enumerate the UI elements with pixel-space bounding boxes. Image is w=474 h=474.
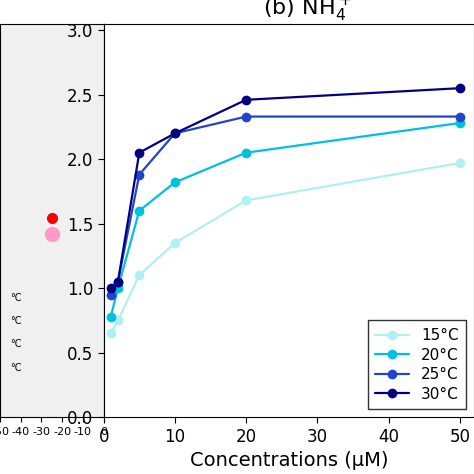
20°C	[115, 285, 121, 291]
25°C	[172, 130, 178, 136]
30°C	[115, 279, 121, 284]
20°C	[243, 150, 249, 155]
Text: °C: °C	[10, 316, 22, 326]
20°C	[108, 314, 114, 319]
15°C	[137, 273, 142, 278]
Legend: 15°C, 20°C, 25°C, 30°C: 15°C, 20°C, 25°C, 30°C	[367, 320, 466, 410]
15°C	[115, 318, 121, 323]
Text: °C: °C	[10, 339, 22, 349]
25°C	[108, 292, 114, 297]
Title: (b) $\mathrm{NH_4^+}$: (b) $\mathrm{NH_4^+}$	[263, 0, 352, 24]
25°C	[137, 172, 142, 177]
30°C	[457, 85, 463, 91]
15°C	[243, 198, 249, 203]
Line: 20°C: 20°C	[107, 119, 464, 321]
30°C	[108, 285, 114, 291]
Text: °C: °C	[10, 293, 22, 303]
25°C	[457, 114, 463, 119]
X-axis label: Concentrations (μM): Concentrations (μM)	[190, 451, 388, 470]
30°C	[243, 97, 249, 103]
Line: 25°C: 25°C	[107, 112, 464, 299]
15°C	[172, 240, 178, 246]
30°C	[172, 130, 178, 136]
Line: 30°C: 30°C	[107, 84, 464, 292]
15°C	[108, 330, 114, 336]
20°C	[457, 120, 463, 126]
Text: °C: °C	[10, 363, 22, 373]
25°C	[115, 279, 121, 284]
15°C	[457, 160, 463, 166]
30°C	[137, 150, 142, 155]
25°C	[243, 114, 249, 119]
Line: 15°C: 15°C	[107, 159, 464, 337]
20°C	[172, 180, 178, 185]
20°C	[137, 208, 142, 214]
